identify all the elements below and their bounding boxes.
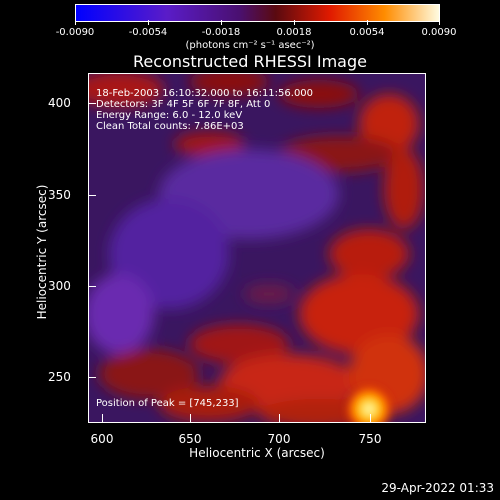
x-axis-label: Heliocentric X (arcsec)	[189, 446, 325, 460]
y-axis-label: Heliocentric Y (arcsec)	[35, 184, 49, 320]
colorbar	[75, 4, 440, 22]
colorbar-tick-label: -0.0090	[55, 27, 95, 38]
heatmap-blobs	[89, 74, 425, 422]
info-energy: Energy Range: 6.0 - 12.0 keV	[96, 110, 243, 121]
colorbar-gradient	[76, 5, 439, 21]
x-tick	[102, 414, 103, 422]
x-tick	[190, 414, 191, 422]
y-tick-label: 250	[48, 370, 71, 384]
y-tick	[88, 286, 96, 287]
colorbar-tick-label: 0.0054	[349, 27, 385, 38]
y-tick	[88, 195, 96, 196]
colorbar-tick	[294, 20, 295, 25]
x-tick-label: 600	[90, 432, 114, 446]
colorbar-tick-label: 0.0090	[421, 27, 457, 38]
colorbar-tick	[367, 20, 368, 25]
info-time: 18-Feb-2003 16:10:32.000 to 16:11:56.000	[96, 88, 314, 99]
colorbar-tick-label: 0.0018	[276, 27, 312, 38]
colorbar-tick	[75, 20, 76, 25]
peak-source	[343, 383, 395, 422]
info-clean: Clean Total counts: 7.86E+03	[96, 121, 244, 132]
colorbar-tick	[148, 20, 149, 25]
x-tick	[279, 414, 280, 422]
x-tick-label: 650	[178, 432, 202, 446]
y-tick	[88, 103, 96, 104]
x-tick-label: 750	[358, 432, 382, 446]
y-tick-label: 350	[48, 188, 71, 202]
footer-timestamp: 29-Apr-2022 01:33	[381, 481, 494, 495]
heatmap-plot: 18-Feb-2003 16:10:32.000 to 16:11:56.000…	[88, 73, 426, 423]
colorbar-units: (photons cm⁻² s⁻¹ asec⁻²)	[185, 40, 315, 51]
colorbar-tick-label: -0.0054	[128, 27, 168, 38]
heatmap-image	[89, 74, 425, 422]
y-tick-label: 400	[48, 96, 71, 110]
x-tick-label: 700	[267, 432, 291, 446]
x-tick	[370, 414, 371, 422]
y-tick-label: 300	[48, 279, 71, 293]
info-detectors: Detectors: 3F 4F 5F 6F 7F 8F, Att 0	[96, 99, 271, 110]
plot-title: Reconstructed RHESSI Image	[133, 52, 367, 71]
colorbar-tick-label: -0.0018	[201, 27, 241, 38]
colorbar-tick	[221, 20, 222, 25]
peak-position-label: Position of Peak = [745,233]	[96, 398, 239, 409]
y-tick	[88, 377, 96, 378]
colorbar-tick	[439, 20, 440, 25]
